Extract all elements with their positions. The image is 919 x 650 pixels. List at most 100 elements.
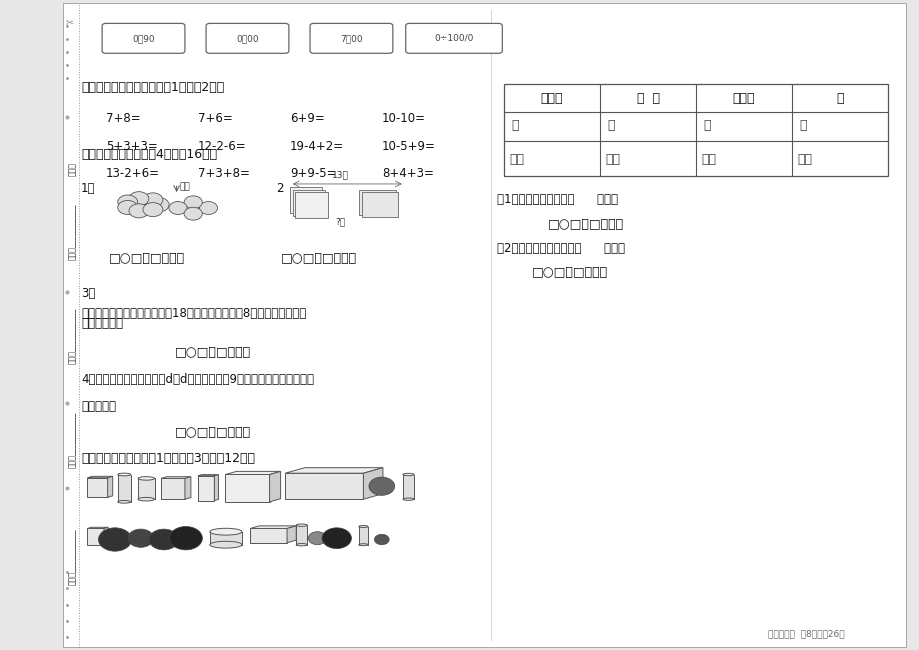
Text: 1、: 1、: [81, 182, 96, 195]
Bar: [295, 192, 327, 218]
Polygon shape: [87, 476, 113, 478]
Text: ）个: ）个: [605, 153, 620, 166]
Circle shape: [129, 204, 149, 218]
Polygon shape: [285, 468, 382, 473]
Bar: [358, 190, 395, 214]
Text: 19-4+2=: 19-4+2=: [289, 140, 344, 153]
Circle shape: [129, 192, 149, 205]
Text: 球: 球: [835, 92, 843, 105]
Polygon shape: [161, 476, 191, 478]
Text: 2: 2: [276, 182, 283, 195]
FancyBboxPatch shape: [206, 23, 289, 53]
Circle shape: [308, 532, 326, 545]
Text: 6+9=: 6+9=: [289, 112, 324, 125]
Text: 7+3+8=: 7+3+8=: [198, 167, 249, 180]
Bar: [504, 84, 887, 176]
Circle shape: [369, 477, 394, 495]
Bar: [138, 478, 154, 499]
Bar: [118, 474, 130, 502]
Circle shape: [118, 200, 138, 214]
Bar: [403, 474, 414, 499]
Circle shape: [322, 528, 351, 549]
Circle shape: [142, 203, 163, 216]
Text: □○□＝□（个）: □○□＝□（个）: [108, 252, 185, 265]
Ellipse shape: [403, 498, 414, 501]
Circle shape: [142, 193, 163, 207]
Text: □○□＝□（个）: □○□＝□（个）: [547, 218, 623, 231]
Circle shape: [149, 198, 169, 212]
FancyBboxPatch shape: [405, 23, 502, 53]
Text: 正方体: 正方体: [540, 92, 562, 105]
Bar: [198, 476, 214, 501]
Text: 圆  柱: 圆 柱: [636, 92, 659, 105]
Circle shape: [149, 529, 178, 550]
Text: ）个: ）个: [509, 153, 524, 166]
Text: 五、计算小能手。（每小题1分，共2分）: 五、计算小能手。（每小题1分，共2分）: [81, 81, 224, 94]
Text: 9+9-5=: 9+9-5=: [289, 167, 336, 180]
Bar: [87, 478, 108, 497]
Text: □○□＝□（个）: □○□＝□（个）: [175, 346, 251, 359]
Text: （1）圆柱和球一共有（      ）个。: （1）圆柱和球一共有（ ）个。: [496, 193, 618, 206]
Ellipse shape: [210, 528, 242, 535]
Text: ？个: ？个: [179, 182, 190, 191]
Text: 松鼠妈妈和他的孩子一共采了18个松果，妈妈采了8个松果，孩子采了: 松鼠妈妈和他的孩子一共采了18个松果，妈妈采了8个松果，孩子采了: [81, 307, 306, 320]
Polygon shape: [198, 474, 219, 476]
Text: 13本: 13本: [332, 170, 348, 179]
Text: （: （: [703, 120, 710, 133]
Bar: [361, 192, 398, 217]
Bar: [225, 474, 269, 502]
Text: 多少个松果？: 多少个松果？: [81, 317, 123, 330]
Text: ?本: ?本: [335, 218, 346, 227]
Text: 13-2+6=: 13-2+6=: [106, 167, 160, 180]
Ellipse shape: [210, 541, 242, 548]
Ellipse shape: [296, 524, 307, 526]
Text: 长方体: 长方体: [732, 92, 754, 105]
Polygon shape: [87, 527, 108, 528]
Text: 姓名：___________: 姓名：___________: [68, 411, 77, 468]
Polygon shape: [250, 526, 296, 528]
Polygon shape: [185, 476, 191, 499]
Text: ）个: ）个: [797, 153, 811, 166]
Text: ✂: ✂: [66, 18, 74, 28]
Bar: [296, 525, 307, 545]
Circle shape: [128, 529, 153, 547]
Text: 8+4+3=: 8+4+3=: [381, 167, 433, 180]
Text: （: （: [511, 120, 518, 133]
Text: 座号：: 座号：: [68, 162, 77, 176]
Text: 7+6=: 7+6=: [198, 112, 233, 125]
Ellipse shape: [138, 497, 154, 501]
Circle shape: [184, 207, 202, 220]
Text: □○□＝□（个）: □○□＝□（个）: [531, 266, 607, 280]
Text: 一年级数学  第8页，內26页: 一年级数学 第8页，內26页: [767, 629, 844, 638]
Circle shape: [169, 526, 202, 550]
Text: （2）长方体比正方体少（      ）个。: （2）长方体比正方体少（ ）个。: [496, 242, 624, 255]
FancyBboxPatch shape: [102, 23, 185, 53]
Bar: [289, 187, 322, 213]
Text: 10-10=: 10-10=: [381, 112, 425, 125]
Bar: [292, 190, 324, 216]
Circle shape: [199, 202, 217, 214]
Text: 3、: 3、: [81, 287, 96, 300]
Text: 0、00: 0、00: [236, 34, 258, 43]
Bar: [87, 528, 104, 545]
Circle shape: [98, 528, 131, 551]
Text: 0÷100/0: 0÷100/0: [434, 34, 473, 43]
Ellipse shape: [403, 473, 414, 476]
Text: 六、列式计算（每小题4分，內16分）: 六、列式计算（每小题4分，內16分）: [81, 148, 217, 161]
Text: 七、小小统计员（每空1分，列式3分，內12分）: 七、小小统计员（每空1分，列式3分，內12分）: [81, 452, 255, 465]
Polygon shape: [363, 468, 382, 499]
Text: （: （: [799, 120, 806, 133]
Ellipse shape: [138, 476, 154, 480]
Ellipse shape: [296, 543, 307, 546]
Text: （: （: [607, 120, 614, 133]
Ellipse shape: [358, 543, 368, 546]
Polygon shape: [104, 527, 108, 545]
Bar: [358, 526, 368, 545]
Ellipse shape: [358, 525, 368, 528]
Text: 学号：___________: 学号：___________: [68, 203, 77, 260]
Text: □○□＝□（棵）: □○□＝□（棵）: [175, 426, 251, 439]
Text: 7、00: 7、00: [340, 34, 362, 43]
Text: 12-2-6=: 12-2-6=: [198, 140, 246, 153]
Text: 多少棵树？: 多少棵树？: [81, 400, 116, 413]
Ellipse shape: [118, 500, 130, 503]
